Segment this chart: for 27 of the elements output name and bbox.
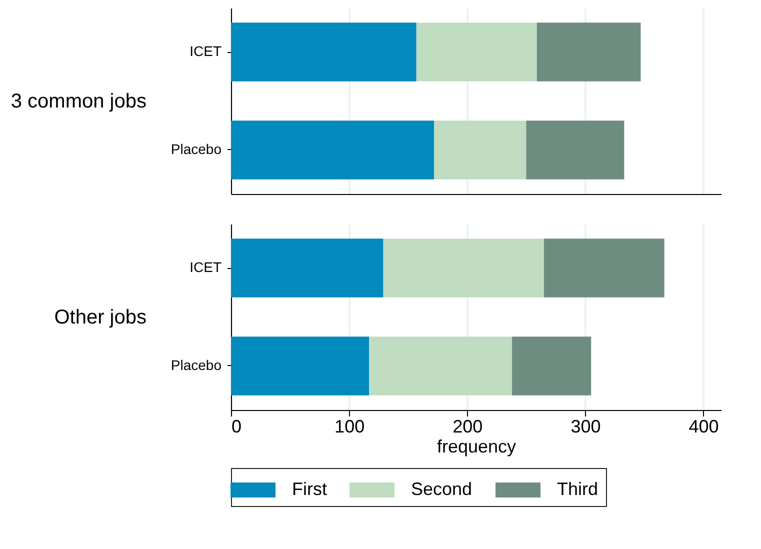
x-tick-label: 0 bbox=[232, 416, 242, 436]
bar bbox=[526, 120, 624, 180]
bar bbox=[231, 336, 370, 396]
bar bbox=[536, 22, 641, 82]
bar bbox=[416, 22, 537, 82]
bar bbox=[434, 120, 526, 180]
legend-label: Third bbox=[557, 479, 598, 499]
x-tick-label: 400 bbox=[688, 416, 719, 436]
bar bbox=[544, 238, 664, 298]
x-tick-label: 200 bbox=[452, 416, 483, 436]
bar bbox=[383, 238, 544, 298]
legend-label: Second bbox=[411, 479, 472, 499]
y-axis-title: 3 common jobs bbox=[10, 90, 146, 112]
bar bbox=[369, 336, 512, 396]
y-tick-label: Placebo bbox=[170, 356, 222, 373]
bar bbox=[231, 120, 434, 180]
legend-label: First bbox=[292, 479, 327, 499]
y-axis-title: Other jobs bbox=[54, 306, 146, 328]
x-tick-label: 100 bbox=[334, 416, 365, 436]
x-axis-title: frequency bbox=[436, 436, 516, 456]
y-tick-label: ICET bbox=[190, 43, 222, 60]
y-tick-label: ICET bbox=[190, 259, 222, 276]
y-tick-label: Placebo bbox=[170, 140, 222, 157]
bar bbox=[231, 238, 384, 298]
bar bbox=[231, 22, 416, 82]
x-tick-label: 300 bbox=[570, 416, 601, 436]
bar bbox=[512, 336, 592, 396]
